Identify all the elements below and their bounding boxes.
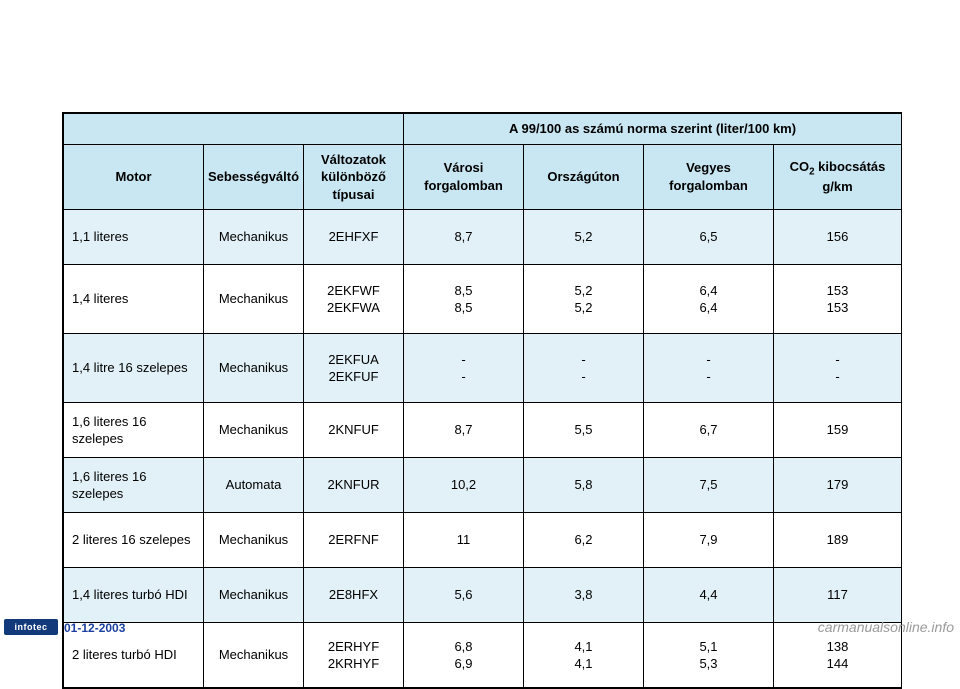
cell: 156 (774, 210, 902, 265)
cell: 6,5 (644, 210, 774, 265)
cell-motor: 1,1 literes (64, 210, 204, 265)
column-header: Motor (64, 144, 204, 210)
cell: 5,2 (524, 210, 644, 265)
cell: 8,58,5 (404, 265, 524, 334)
cell: 179 (774, 458, 902, 513)
cell: -- (644, 334, 774, 403)
column-header: Vegyes forgalomban (644, 144, 774, 210)
super-header-label: A 99/100 as számú norma szerint (liter/1… (404, 114, 902, 145)
cell: Mechanikus (204, 210, 304, 265)
cell-motor: 1,4 literes (64, 265, 204, 334)
cell-motor: 1,4 litre 16 szelepes (64, 334, 204, 403)
cell: -- (524, 334, 644, 403)
cell-motor: 1,6 literes 16 szelepes (64, 403, 204, 458)
table-row: 1,6 literes 16 szelepesAutomata2KNFUR10,… (64, 458, 902, 513)
fuel-consumption-table-container: A 99/100 as számú norma szerint (liter/1… (62, 112, 902, 689)
cell: Mechanikus (204, 403, 304, 458)
table-row: 1,1 literesMechanikus2EHFXF8,75,26,5156 (64, 210, 902, 265)
cell: Mechanikus (204, 334, 304, 403)
cell: 10,2 (404, 458, 524, 513)
cell: 6,46,4 (644, 265, 774, 334)
cell: 2EKFWF2EKFWA (304, 265, 404, 334)
footer-date: 01-12-2003 (64, 621, 125, 635)
cell: 2EKFUA2EKFUF (304, 334, 404, 403)
cell: 5,8 (524, 458, 644, 513)
cell: 6,7 (644, 403, 774, 458)
cell-motor: 2 literes 16 szelepes (64, 513, 204, 568)
table-super-header-row: A 99/100 as számú norma szerint (liter/1… (64, 114, 902, 145)
super-header-blank (64, 114, 404, 145)
cell: Mechanikus (204, 513, 304, 568)
column-header: Változatok különböző típusai (304, 144, 404, 210)
table-row: 1,6 literes 16 szelepesMechanikus2KNFUF8… (64, 403, 902, 458)
cell: 8,7 (404, 403, 524, 458)
cell: 11 (404, 513, 524, 568)
cell: -- (404, 334, 524, 403)
cell: 2ERFNF (304, 513, 404, 568)
cell: 2KNFUR (304, 458, 404, 513)
table-header-row: MotorSebességváltóVáltozatok különböző t… (64, 144, 902, 210)
column-header: CO2 kibocsátás g/km (774, 144, 902, 210)
cell: 2KNFUF (304, 403, 404, 458)
watermark-text: carmanualsonline.info (818, 619, 954, 635)
brand-badge: infotec (4, 619, 58, 635)
cell-motor: 1,6 literes 16 szelepes (64, 458, 204, 513)
column-header: Városi forgalomban (404, 144, 524, 210)
page-footer: infotec 01-12-2003 carmanualsonline.info (0, 615, 960, 639)
cell: 2EHFXF (304, 210, 404, 265)
cell: 189 (774, 513, 902, 568)
cell: 153153 (774, 265, 902, 334)
column-header: Országúton (524, 144, 644, 210)
table-row: 1,4 literesMechanikus2EKFWF2EKFWA8,58,55… (64, 265, 902, 334)
cell: 8,7 (404, 210, 524, 265)
cell: Automata (204, 458, 304, 513)
column-header: Sebességváltó (204, 144, 304, 210)
cell: 5,25,2 (524, 265, 644, 334)
cell: 5,5 (524, 403, 644, 458)
fuel-consumption-table: A 99/100 as számú norma szerint (liter/1… (63, 113, 902, 688)
cell: Mechanikus (204, 265, 304, 334)
table-row: 1,4 litre 16 szelepesMechanikus2EKFUA2EK… (64, 334, 902, 403)
cell: 7,9 (644, 513, 774, 568)
cell: 6,2 (524, 513, 644, 568)
table-row: 2 literes 16 szelepesMechanikus2ERFNF116… (64, 513, 902, 568)
cell: 7,5 (644, 458, 774, 513)
cell: -- (774, 334, 902, 403)
page: A 99/100 as számú norma szerint (liter/1… (0, 0, 960, 639)
cell: 159 (774, 403, 902, 458)
